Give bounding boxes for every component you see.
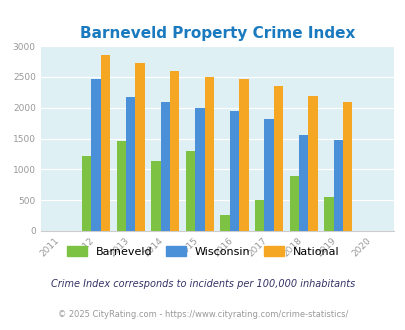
Bar bbox=[289, 176, 298, 231]
Bar bbox=[151, 161, 160, 231]
Bar bbox=[170, 71, 179, 231]
Bar bbox=[229, 111, 239, 231]
Bar bbox=[135, 63, 144, 231]
Bar bbox=[100, 55, 110, 231]
Title: Barneveld Property Crime Index: Barneveld Property Crime Index bbox=[79, 26, 354, 41]
Bar bbox=[264, 119, 273, 231]
Bar bbox=[342, 102, 352, 231]
Bar bbox=[220, 215, 229, 231]
Bar bbox=[116, 141, 126, 231]
Bar bbox=[160, 102, 170, 231]
Text: © 2025 CityRating.com - https://www.cityrating.com/crime-statistics/: © 2025 CityRating.com - https://www.city… bbox=[58, 310, 347, 319]
Legend: Barneveld, Wisconsin, National: Barneveld, Wisconsin, National bbox=[62, 242, 343, 261]
Bar bbox=[185, 151, 195, 231]
Bar bbox=[273, 85, 282, 231]
Bar bbox=[298, 135, 308, 231]
Bar bbox=[126, 97, 135, 231]
Bar bbox=[254, 200, 264, 231]
Bar bbox=[239, 79, 248, 231]
Text: Crime Index corresponds to incidents per 100,000 inhabitants: Crime Index corresponds to incidents per… bbox=[51, 279, 354, 289]
Bar bbox=[308, 96, 317, 231]
Bar bbox=[195, 109, 204, 231]
Bar bbox=[324, 196, 333, 231]
Bar bbox=[91, 79, 100, 231]
Bar bbox=[82, 156, 91, 231]
Bar bbox=[204, 77, 213, 231]
Bar bbox=[333, 140, 342, 231]
